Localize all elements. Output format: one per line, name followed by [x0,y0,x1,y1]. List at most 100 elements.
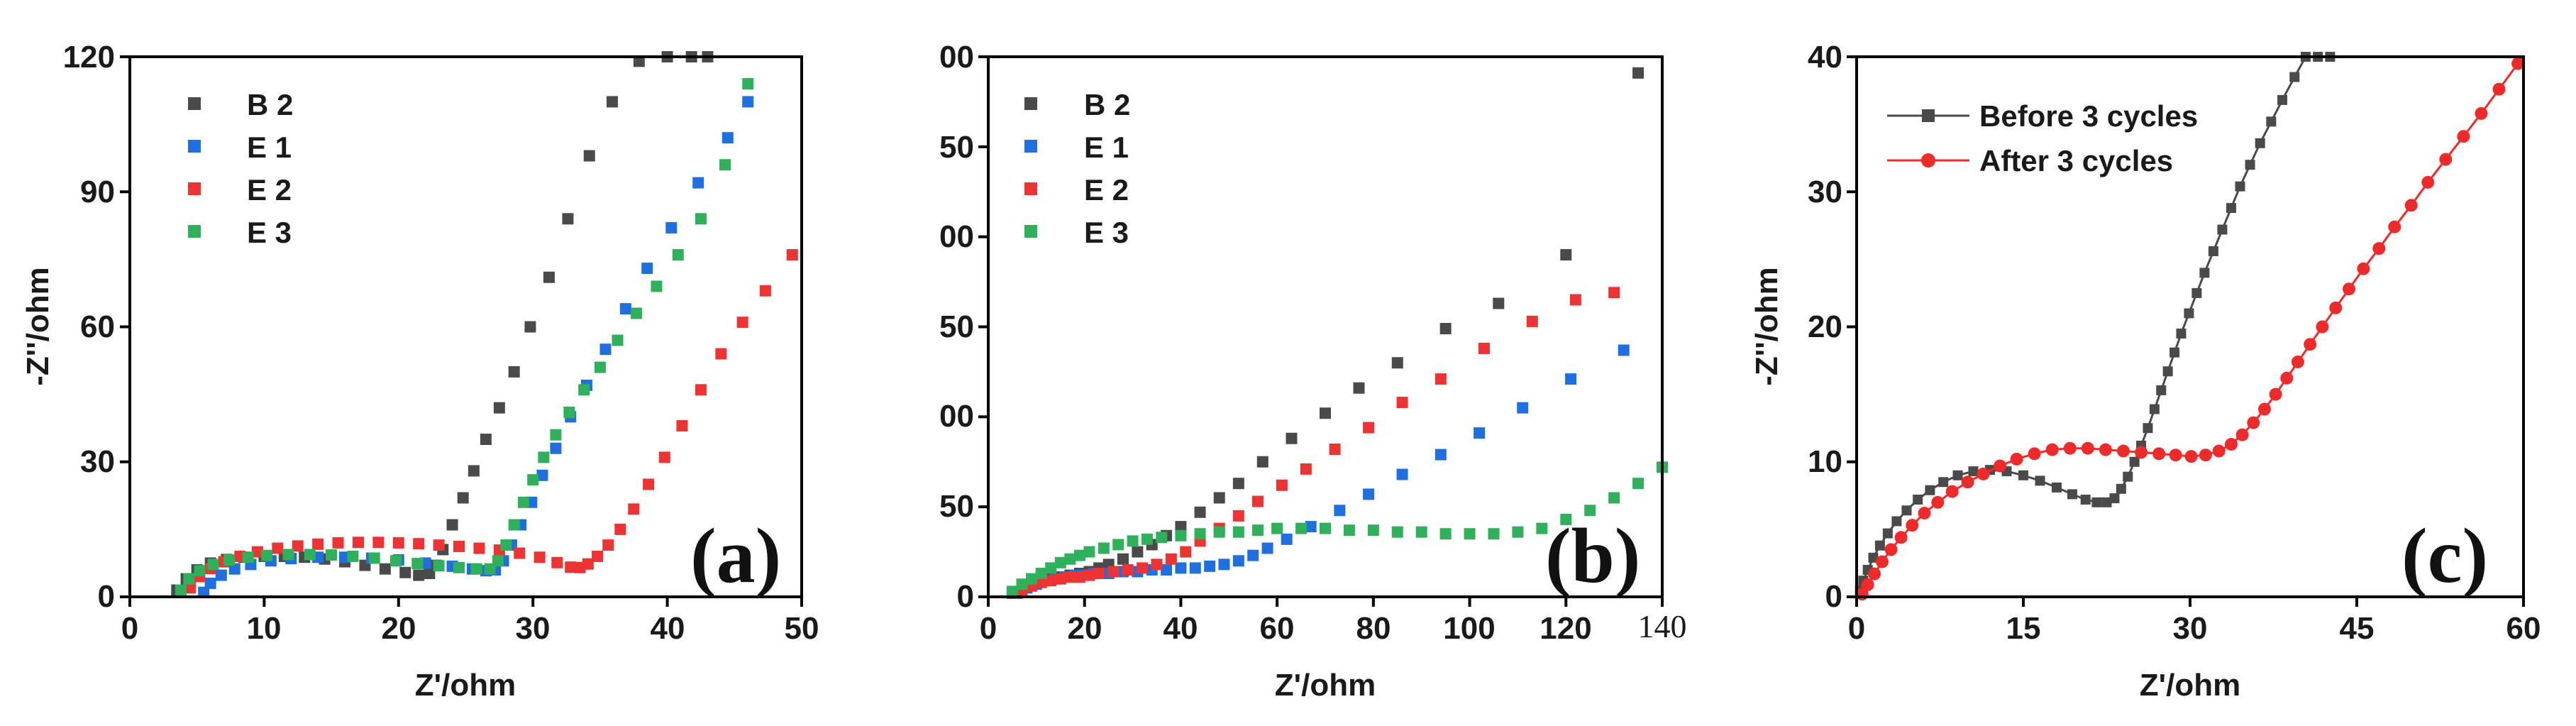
data-point-before-3-cycles [1952,470,1963,480]
data-point-e-1 [228,563,241,575]
data-point-after-3-cycles [1868,567,1881,581]
data-point-e-2 [1035,576,1047,588]
y-tick-label: 0 [1825,579,1842,614]
data-point-e-3 [1367,524,1379,537]
data-point-e-3 [1026,573,1038,585]
y-tick-label: 00 [939,219,974,254]
x-tick-label: 10 [247,611,282,646]
data-point-e-3 [411,558,424,570]
data-point-e-1 [1435,449,1447,461]
series-line-before-3-cycles [1859,55,2331,590]
data-point-e-3 [1536,522,1548,534]
y-tick-label: 20 [1808,309,1842,344]
x-tick-label: 120 [1539,611,1591,646]
x-axis-title: Z'/ohm [1275,668,1376,703]
data-point-before-3-cycles [2199,268,2210,278]
data-point-after-3-cycles [2169,449,2182,462]
data-point-e-2 [1151,559,1163,571]
data-point-after-3-cycles [2235,428,2249,441]
data-point-e-2 [372,537,385,549]
legend-label: E 1 [247,131,292,164]
data-point-e-2 [643,478,655,490]
data-point-e-1 [1247,549,1259,561]
data-point-b-2 [1132,546,1144,558]
panel-label: (b) [1545,512,1640,599]
data-point-b-2 [1175,521,1187,533]
y-tick-label: 0 [957,579,974,614]
data-point-after-3-cycles [2224,438,2238,451]
data-point-before-3-cycles [2035,475,2045,486]
y-tick-label: 10 [1808,444,1842,479]
data-point-before-3-cycles [2277,94,2288,105]
data-point-after-3-cycles [2117,444,2130,458]
data-point-e-2 [1165,553,1177,565]
data-point-before-3-cycles [1874,540,1885,551]
data-point-after-3-cycles [1861,578,1874,591]
data-point-e-2 [602,539,614,551]
data-point-e-2 [1276,479,1288,491]
data-point-b-2 [1256,456,1268,468]
data-point-before-3-cycles [2156,385,2167,395]
data-point-after-3-cycles [2343,282,2356,296]
data-point-e-3 [433,560,445,572]
data-point-e-3 [1271,522,1283,534]
data-point-e-2 [676,420,688,432]
data-point-after-3-cycles [1894,531,1908,544]
data-point-after-3-cycles [2329,301,2343,314]
data-point-after-3-cycles [2421,175,2435,189]
data-point-e-3 [1488,528,1500,540]
data-point-e-2 [473,542,485,554]
data-point-before-3-cycles [2143,423,2153,434]
data-point-e-3 [1320,522,1331,534]
data-point-before-3-cycles [2091,497,2102,507]
data-point-e-3 [742,78,754,90]
data-point-b-2 [446,519,458,531]
data-point-b-2 [468,465,480,477]
x-tick-label: 30 [2173,611,2208,646]
data-point-after-3-cycles [1931,495,1945,509]
data-point-e-3 [563,406,575,418]
data-point-before-3-cycles [2129,456,2140,467]
data-point-b-2 [583,150,595,162]
legend-marker-e2 [188,182,201,195]
data-point-e-3 [1232,526,1244,538]
data-point-e-3 [261,549,273,561]
data-point-e-3 [631,307,643,319]
data-point-e-1 [1363,488,1375,500]
data-point-e-2 [1083,569,1095,581]
data-point-e-3 [1045,562,1057,574]
data-point-e-3 [500,539,512,551]
data-point-before-3-cycles [1913,495,1923,505]
data-point-b-2 [1286,432,1298,444]
data-point-e-3 [326,549,338,561]
data-point-b-2 [413,569,425,581]
data-point-before-3-cycles [1868,552,1879,563]
x-tick-label: 40 [1163,611,1198,646]
legend-marker-e1 [1024,140,1037,153]
legend-marker-b2 [188,97,201,110]
data-point-e-3 [1175,529,1187,541]
legend-label: E 3 [1084,216,1129,249]
data-point-e-3 [282,549,294,561]
data-point-e-2 [534,551,546,563]
data-point-e-1 [1204,560,1216,572]
data-point-e-2 [1054,573,1066,585]
data-point-e-3 [1141,533,1153,545]
x-axis-title: Z'/ohm [415,668,516,703]
data-point-b-2 [457,492,469,504]
data-point-e-3 [1295,522,1308,534]
panel-label: (c) [2401,512,2488,599]
x-tick-label: 0 [121,611,138,646]
data-point-e-1 [204,577,216,589]
panel-c: 0 10 20 30 40 0 15 30 45 60 Z'/ohm -Z''/… [1749,40,2541,703]
data-point-b-2 [480,434,492,446]
data-point-before-3-cycles [2109,493,2120,504]
data-point-after-3-cycles [2247,416,2260,429]
data-point-e-2 [1329,443,1341,455]
x-tick-label: 30 [516,611,551,646]
data-point-e-3 [1584,505,1596,517]
y-tick-label: 30 [1808,175,1842,209]
data-point-b-2 [1439,323,1452,335]
data-point-e-2 [413,538,425,550]
